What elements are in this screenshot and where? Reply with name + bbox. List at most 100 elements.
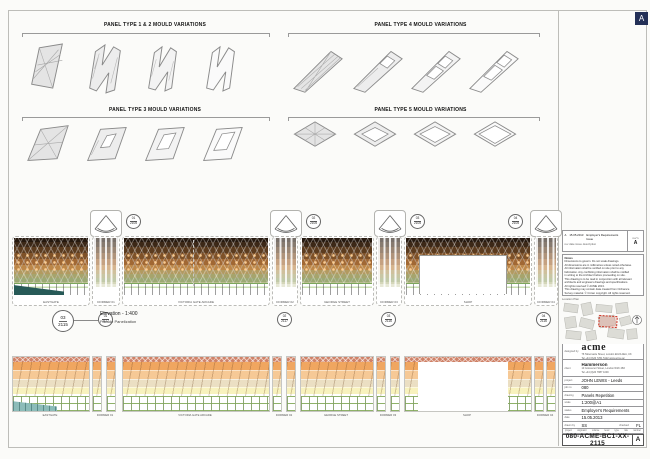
notes-box: Notes Dimensions to govern. Do not scale… — [562, 254, 644, 296]
ref-tag: 01 2117 — [98, 312, 113, 327]
facade-pattern — [406, 238, 530, 295]
field-scale: scale 1:200@A1 — [562, 399, 644, 407]
segment-label: VICTORIA GATE ARCADE — [178, 300, 214, 304]
panel-section-title-type-3: PANEL TYPE 3 MOULD VARIATIONS — [108, 107, 202, 113]
mould-variation-icon — [468, 42, 520, 98]
section-bracket — [22, 33, 270, 37]
caption-title: Elevation - 1:400 — [100, 311, 138, 317]
elevation-dormer: DORMER 03 — [376, 236, 402, 306]
dormer-pattern — [94, 238, 118, 295]
revision-status-label: rev'n — [632, 236, 639, 240]
segment-label: SHOP — [463, 300, 473, 304]
elevation-segment: SHOP — [404, 236, 532, 306]
dormer-fan-icon — [378, 214, 402, 233]
caption-tag: 03 2115 — [52, 310, 74, 332]
ground-wedge — [14, 285, 65, 295]
dormer-top-box — [530, 210, 562, 237]
revision-status-value: A — [633, 240, 638, 246]
ref-tag: 01 2105 — [126, 214, 141, 229]
ref-tag: 04 2105 — [508, 214, 523, 229]
mould-variation-icon — [24, 122, 72, 166]
acme-logo: acme — [581, 342, 607, 354]
section-bracket — [22, 117, 270, 121]
revision-table: A 15.05.2013 Employer's Requirements Iss… — [562, 230, 644, 252]
panelization-dormer-strip — [534, 356, 544, 412]
client-row: client Hammerson 10 Grosvenor Street, Lo… — [562, 360, 644, 377]
revision-description: Employer's Requirements Issue — [586, 232, 619, 241]
elevation-dormer: DORMER 01 — [92, 236, 120, 306]
mould-variation-icon — [352, 120, 398, 150]
panelization-dormer-strip — [286, 356, 296, 412]
drawn-checked-row: drawn by SS checked FL — [562, 422, 644, 429]
mould-variation-icon — [472, 120, 518, 150]
segment-label: DORMER 03 — [380, 300, 398, 304]
field-status: status Employer's Requirements — [562, 407, 644, 415]
caption-leader-line — [74, 320, 98, 321]
band-label: DORMER 02 — [275, 413, 293, 417]
ground-wedge — [13, 401, 58, 411]
segment-label: DORMER 01 — [97, 300, 115, 304]
section-bracket — [288, 33, 540, 37]
segment-label: EASTGATE — [43, 300, 59, 304]
mould-variation-icon — [198, 122, 246, 166]
number-labels-row: project originator volume level type rol… — [562, 429, 644, 434]
panelization-band — [404, 356, 532, 412]
drawing-revision: A — [632, 434, 643, 445]
site-boundary — [598, 314, 618, 329]
facade-opening — [419, 255, 507, 294]
band-label: SHOP — [463, 413, 471, 417]
ref-tag: 03 2105 — [410, 214, 425, 229]
elevation-segment: EASTGATE — [12, 236, 90, 306]
band-label: DORMER 01 — [96, 413, 114, 417]
band-label: DORMER 04 — [536, 413, 554, 417]
dormer-top-box — [374, 210, 406, 237]
mould-variation-icon — [140, 40, 186, 94]
panelization-dormer-strip — [390, 356, 400, 412]
section-bracket — [288, 117, 540, 121]
dormer-top-box — [90, 210, 122, 237]
mould-variation-icon — [412, 120, 458, 150]
ref-tag: 03 2116 — [381, 312, 396, 327]
revision-date: 15.05.2013 — [569, 232, 584, 237]
mould-variation-icon — [24, 40, 70, 94]
mould-variation-icon — [352, 42, 404, 98]
dormer-top-box — [270, 210, 302, 237]
field-job-no: job no 080 — [562, 384, 644, 392]
client-name: Hammerson — [581, 362, 608, 368]
drawing-number-box: 080-ACME-BC1-XX-2115 A — [562, 432, 644, 447]
mould-variation-icon — [82, 40, 128, 94]
panelization-dormer-strip — [546, 356, 556, 412]
mould-variation-icon — [198, 40, 244, 94]
panelization-dormer-strip — [272, 356, 282, 412]
ref-tag: 02 2105 — [306, 214, 321, 229]
mould-variation-icon — [82, 122, 130, 166]
drawing-number: 080-ACME-BC1-XX-2115 — [565, 432, 630, 447]
location-map — [562, 301, 644, 343]
facade-pattern — [14, 238, 88, 295]
field-drawing: drawing Panels Repetition — [562, 392, 644, 400]
client-label: client — [564, 366, 571, 370]
segment-label: DORMER 04 — [537, 300, 555, 304]
facade-pattern — [302, 238, 372, 295]
dormer-fan-icon — [94, 214, 118, 233]
panel-section-title-type-4: PANEL TYPE 4 MOULD VARIATIONS — [374, 22, 467, 28]
elevation-dormer: DORMER 04 — [534, 236, 558, 306]
band-label: DORMER 03 — [379, 413, 397, 417]
designer-row: designed by acme 76 Tabernacle Street, L… — [562, 342, 644, 360]
ref-tag: 04 2116 — [536, 312, 551, 327]
segment-label: GEORGE STREET — [324, 300, 350, 304]
dormer-pattern — [536, 238, 556, 295]
dormer-fan-icon — [274, 214, 298, 233]
dormer-fan-icon — [534, 214, 558, 233]
designer-label: designed by — [564, 350, 579, 353]
panel-section-title-type-1-2: PANEL TYPE 1 & 2 MOULD VARIATIONS — [103, 22, 207, 28]
revision-headers: rev date issue description — [564, 242, 597, 246]
corner-revision-badge: A — [635, 12, 648, 25]
elevation-segment: GEORGE STREET — [300, 236, 374, 306]
panelization-band — [300, 356, 374, 412]
field-date: date 15.05.2013 — [562, 414, 644, 422]
mould-variation-icon — [292, 42, 344, 98]
segment-label: DORMER 02 — [276, 300, 294, 304]
dormer-pattern — [378, 238, 400, 295]
